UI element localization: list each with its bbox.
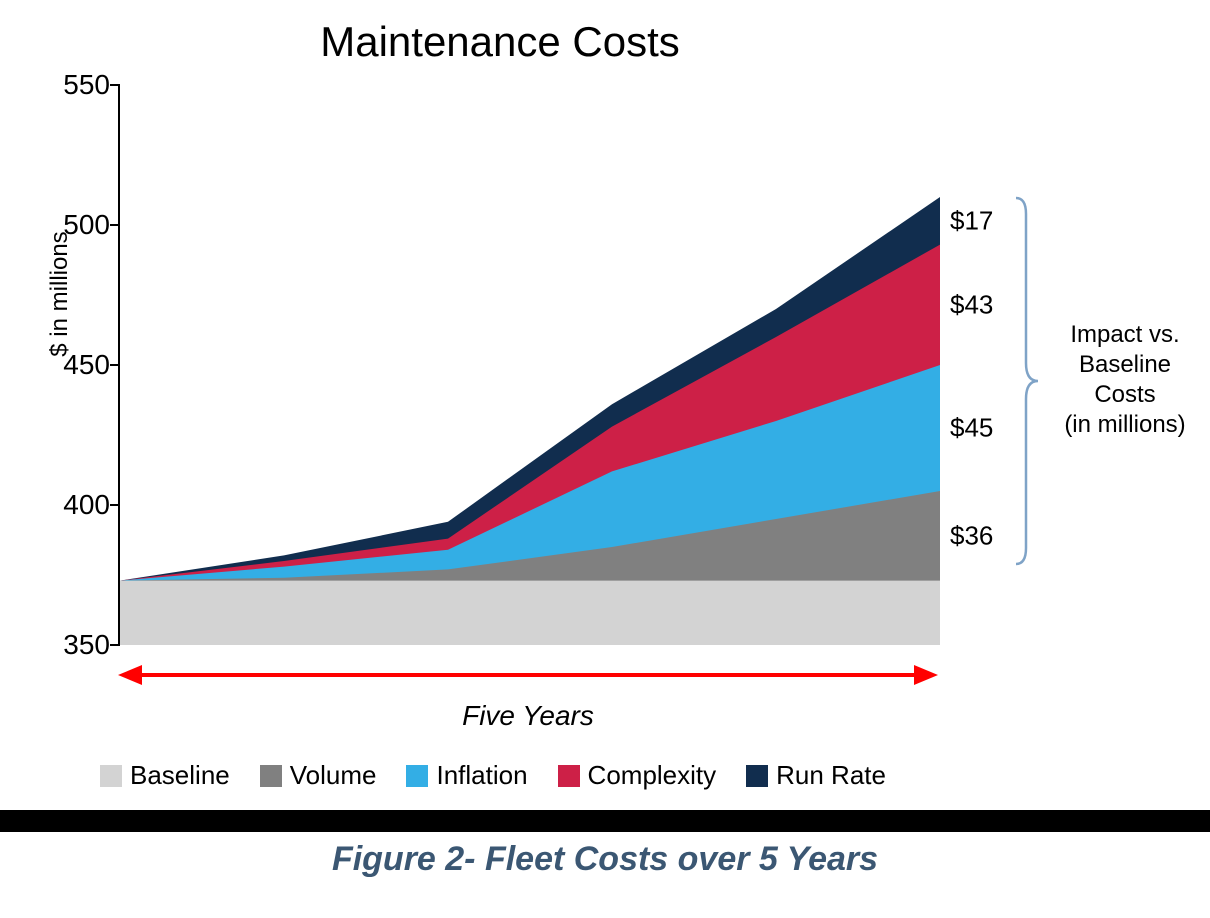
x-axis-arrow [118,655,938,695]
divider-bar [0,810,1210,832]
legend-item-inflation: Inflation [406,760,527,791]
y-tick-label: 450 [40,349,110,381]
legend-item-volume: Volume [260,760,377,791]
legend-swatch [260,765,282,787]
legend-label: Baseline [130,760,230,791]
figure-container: Maintenance Costs $ in millions 35040045… [0,0,1210,918]
legend-item-baseline: Baseline [100,760,230,791]
legend-item-run-rate: Run Rate [746,760,886,791]
y-tick-label: 550 [40,69,110,101]
brace-icon [1010,196,1040,566]
plot-area [118,85,938,645]
legend-label: Run Rate [776,760,886,791]
legend-swatch [100,765,122,787]
y-tick-label: 400 [40,489,110,521]
y-tick-mark [110,644,120,646]
x-axis-label: Five Years [118,700,938,732]
legend-label: Volume [290,760,377,791]
legend-swatch [746,765,768,787]
legend-item-complexity: Complexity [558,760,717,791]
value-label-complexity: $43 [950,289,993,320]
legend: Baseline Volume Inflation Complexity Run Rat… [100,760,990,791]
brace-label-line: Impact vs. [1070,321,1179,348]
y-tick-mark [110,504,120,506]
legend-label: Complexity [588,760,717,791]
chart-title: Maintenance Costs [0,18,1000,66]
legend-label: Inflation [436,760,527,791]
value-label-inflation: $45 [950,413,993,444]
y-tick-label: 350 [40,629,110,661]
y-tick-label: 500 [40,209,110,241]
value-label-volume: $36 [950,520,993,551]
legend-swatch [558,765,580,787]
figure-caption: Figure 2- Fleet Costs over 5 Years [0,840,1210,879]
stacked-area-svg [120,85,940,645]
brace-label: Impact vs. Baseline Costs (in millions) [1045,320,1205,440]
brace-label-line: (in millions) [1064,411,1185,438]
y-tick-mark [110,224,120,226]
area-baseline [120,581,940,645]
legend-swatch [406,765,428,787]
y-tick-mark [110,84,120,86]
brace-label-line: Baseline Costs [1079,351,1171,408]
value-label-run-rate: $17 [950,205,993,236]
y-tick-mark [110,364,120,366]
